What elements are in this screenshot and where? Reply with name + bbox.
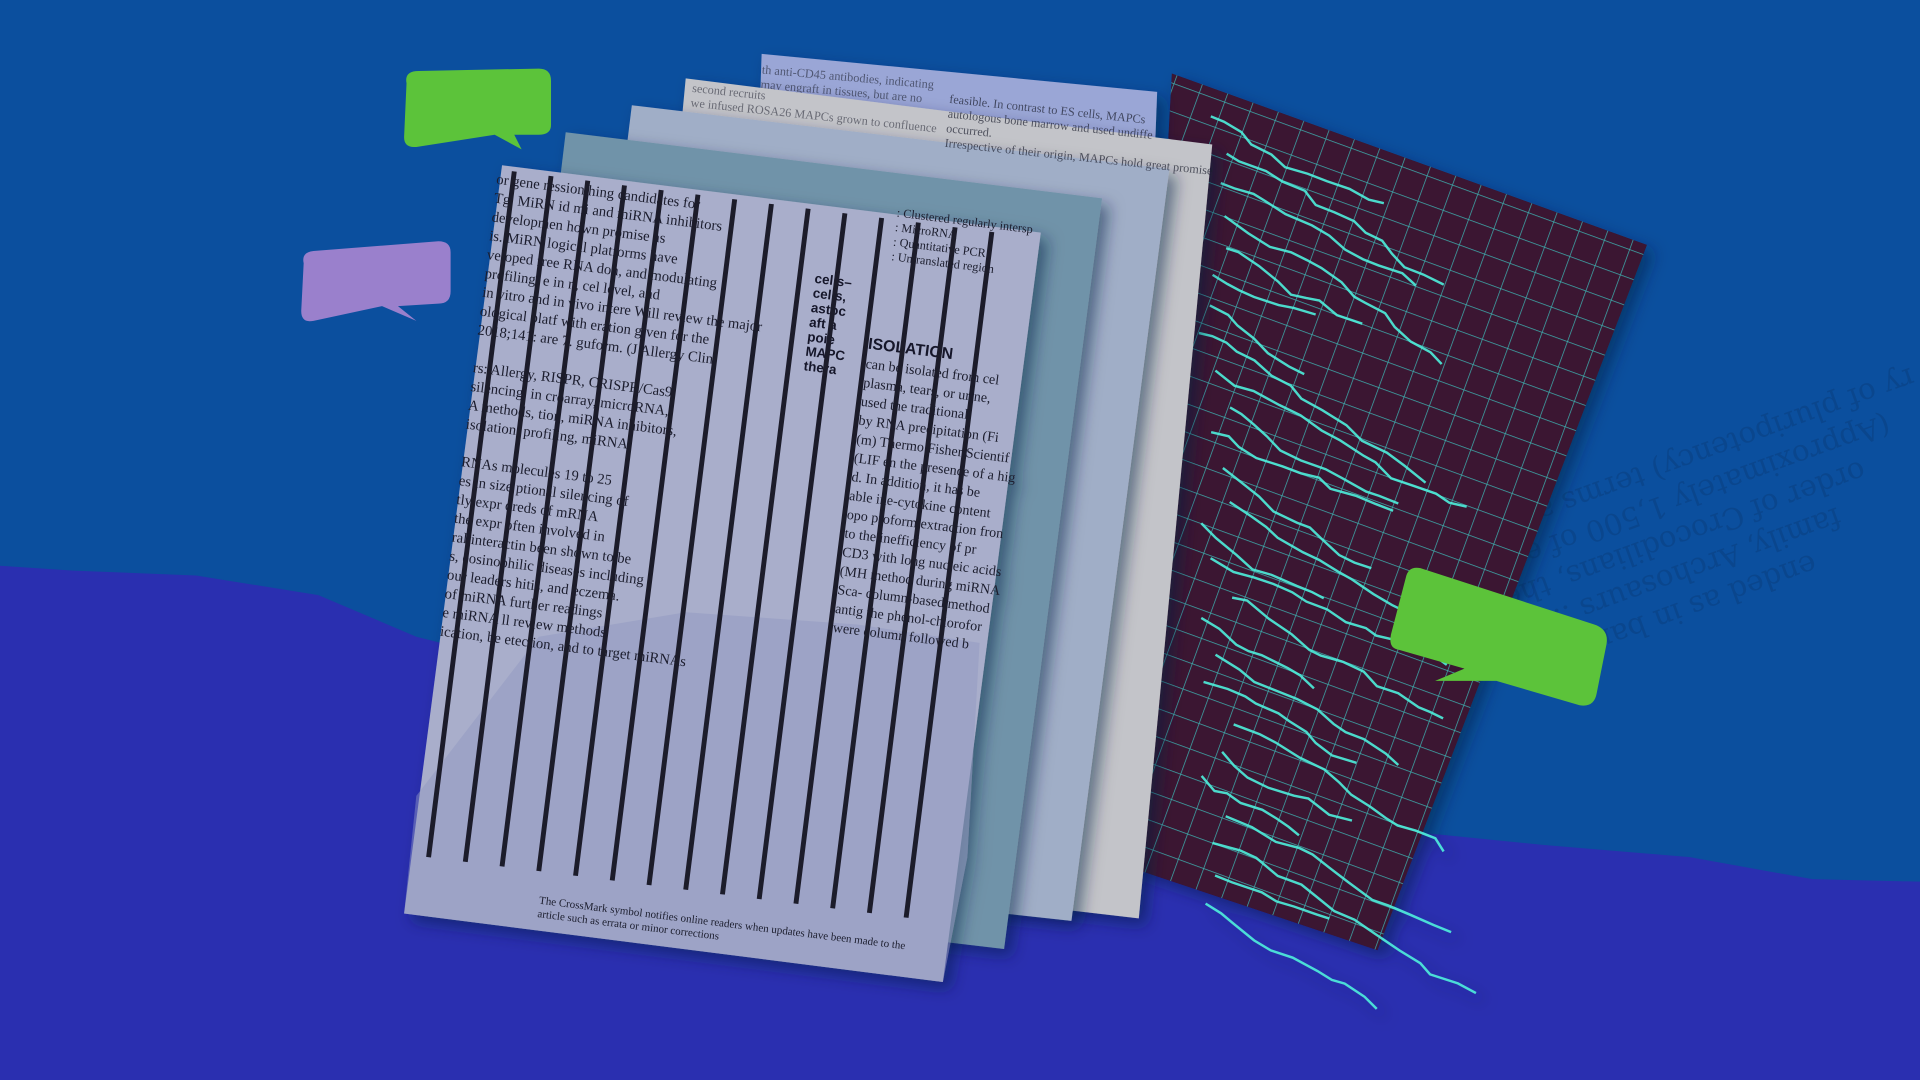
equation-scribble (1200, 522, 1325, 600)
shred-line (609, 194, 701, 881)
shred-line (536, 185, 627, 872)
shred-line (720, 208, 811, 895)
equation-scribble (1223, 215, 1443, 365)
equation-scribble (1225, 815, 1452, 934)
equation-scribble (1231, 596, 1444, 720)
equation-scribble (1204, 902, 1378, 1010)
shred-line (462, 175, 554, 863)
equation-scribble (1198, 331, 1427, 484)
equation-scribble (1210, 430, 1394, 512)
equation-scribble (1203, 680, 1357, 764)
shred-line (499, 180, 591, 867)
equation-scribble (1214, 874, 1330, 920)
shred-line (573, 189, 664, 877)
article-side-word: thera (803, 358, 838, 377)
equation-scribble (1200, 775, 1300, 837)
equation-scribble (1221, 751, 1353, 822)
equation-scribble (1220, 181, 1417, 287)
equation-scribble (1229, 406, 1399, 505)
grid-notebook-page (1128, 73, 1647, 1010)
equation-scribble (1214, 653, 1400, 766)
equation-scribble (1210, 115, 1385, 205)
equation-scribble (1225, 152, 1445, 286)
speech-bubble-green-top (404, 68, 552, 150)
equation-scribble (1211, 273, 1317, 316)
equation-scribble (1212, 841, 1477, 995)
shred-line (683, 203, 774, 891)
equation-scribble (1209, 304, 1305, 376)
shred-line (793, 217, 885, 904)
speech-bubble-green-right (1390, 567, 1607, 706)
equation-scribble (1214, 369, 1467, 508)
speech-bubble-purple (301, 241, 451, 322)
equation-scribble (1222, 467, 1372, 570)
shredded-strips (426, 171, 995, 918)
equation-scribble (1200, 616, 1315, 690)
article-side-word: astoc (810, 300, 847, 319)
article-side-word: cells, (812, 285, 847, 304)
shred-line (866, 226, 958, 914)
equation-scribble (1225, 247, 1363, 325)
shred-line (903, 231, 995, 918)
article-side-word: cells– (814, 271, 853, 291)
shred-line (646, 199, 738, 886)
shred-line (426, 171, 517, 858)
shred-line (830, 222, 921, 909)
handwritten-equations (1198, 115, 1477, 1010)
equation-scribble (1233, 723, 1445, 853)
equation-scribble (1229, 501, 1414, 617)
shred-line (756, 213, 848, 900)
